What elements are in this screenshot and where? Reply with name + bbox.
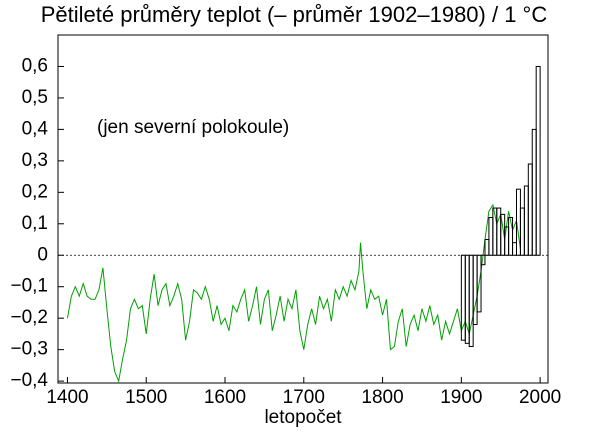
- bar: [535, 65, 541, 256]
- y-tick-label: 0,6: [22, 55, 48, 76]
- y-tick-label: 0,1: [22, 213, 48, 234]
- y-tick-label: −0,4: [10, 370, 48, 391]
- chart-title: Pětileté průměry teplot (– průměr 1902–1…: [41, 2, 548, 27]
- bar: [488, 216, 494, 256]
- bar: [527, 163, 533, 256]
- bar: [512, 242, 517, 256]
- y-tick-label: 0,2: [22, 181, 48, 202]
- y-tick-label: 0,4: [22, 118, 49, 139]
- bar: [519, 207, 525, 256]
- y-tick-label: −0,1: [10, 276, 48, 297]
- plot-frame: [57, 34, 549, 384]
- bar: [476, 254, 482, 313]
- x-tick-label: 1700: [283, 387, 325, 408]
- x-tick-label: 1600: [204, 387, 246, 408]
- y-tick-label: −0,2: [10, 307, 48, 328]
- x-tick-label: 2000: [519, 387, 561, 408]
- y-tick-label: 0,5: [22, 87, 48, 108]
- y-tick-label: 0: [37, 244, 48, 265]
- bar: [504, 226, 510, 256]
- x-tick-label: 1400: [46, 387, 88, 408]
- bar: [484, 239, 490, 256]
- bar: [523, 185, 529, 256]
- annotation: (jen severní polokoule): [97, 117, 289, 138]
- bar: [508, 216, 514, 256]
- data-line: [66, 203, 521, 383]
- bar: [480, 254, 486, 266]
- bar: [531, 128, 537, 256]
- x-tick-label: 1500: [125, 387, 167, 408]
- bar: [460, 254, 466, 341]
- bar: [464, 254, 470, 344]
- y-tick-label: 0,3: [22, 150, 48, 171]
- x-axis-label: letopočet: [264, 407, 342, 428]
- y-tick-label: −0,3: [10, 339, 48, 360]
- x-tick-label: 1800: [361, 387, 403, 408]
- x-tick-label: 1900: [440, 387, 482, 408]
